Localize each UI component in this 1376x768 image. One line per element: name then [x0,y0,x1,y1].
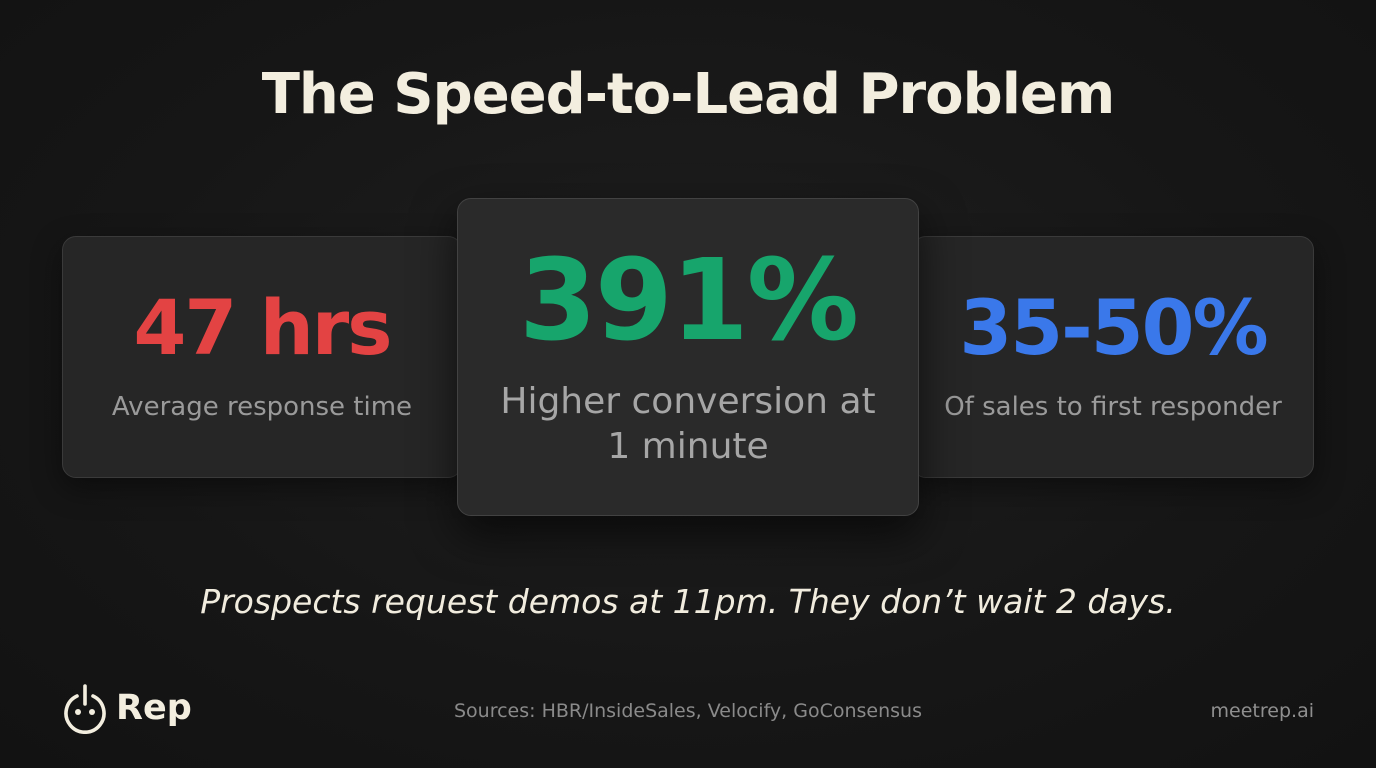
brand-logo: Rep [62,682,192,734]
power-face-icon [64,684,106,734]
brand-name: Rep [116,688,192,728]
website-url: meetrep.ai [1210,700,1314,722]
stat-value-first-responder: 35-50% [959,283,1268,373]
stat-label-conversion: Higher conversion at 1 minute [500,381,876,467]
sources-text: Sources: HBR/InsideSales, Velocify, GoCo… [453,700,922,722]
stat-label-response-time: Average response time [111,392,413,423]
stat-card-response-time: 47 hrs Average response time [62,236,462,478]
stat-label-first-responder: Of sales to first responder [944,392,1282,423]
stat-card-conversion: 391% Higher conversion at 1 minute [457,198,919,516]
stat-card-first-responder: 35-50% Of sales to first responder [912,236,1314,478]
stat-value-conversion: 391% [518,236,859,366]
tagline: Prospects request demos at 11pm. They do… [200,582,1176,621]
slide-title: The Speed-to-Lead Problem [261,62,1116,127]
stat-value-response-time: 47 hrs [133,283,392,373]
